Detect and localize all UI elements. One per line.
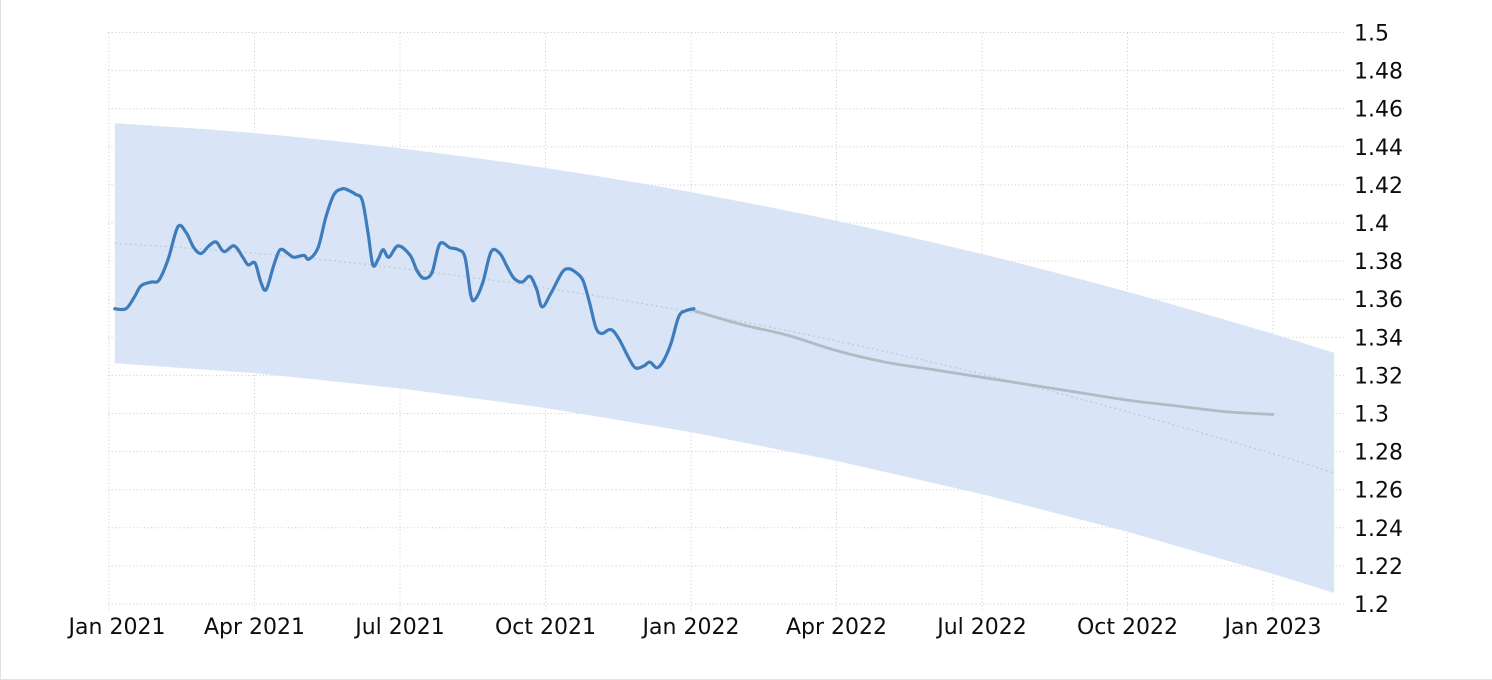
confidence-band: [115, 123, 1334, 593]
x-tick-label: Oct 2022: [1077, 615, 1178, 640]
x-tick-label: Apr 2021: [204, 615, 305, 640]
y-tick-label: 1.5: [1354, 22, 1389, 47]
y-tick-label: 1.34: [1354, 326, 1403, 351]
y-tick-label: 1.46: [1354, 98, 1403, 123]
y-tick-label: 1.38: [1354, 250, 1403, 275]
y-tick-label: 1.26: [1354, 479, 1403, 504]
x-tick-label: Jan 2021: [67, 615, 166, 640]
y-tick-label: 1.36: [1354, 288, 1403, 313]
y-tick-label: 1.22: [1354, 555, 1403, 580]
y-tick-label: 1.3: [1354, 403, 1389, 428]
x-tick-label: Jan 2023: [1223, 615, 1322, 640]
y-tick-label: 1.44: [1354, 136, 1403, 161]
x-tick-label: Jul 2022: [935, 615, 1027, 640]
y-tick-label: 1.48: [1354, 60, 1403, 85]
y-tick-label: 1.28: [1354, 441, 1403, 466]
y-tick-label: 1.4: [1354, 212, 1389, 237]
y-tick-label: 1.24: [1354, 517, 1403, 542]
x-tick-label: Oct 2021: [495, 615, 596, 640]
y-tick-label: 1.32: [1354, 364, 1403, 389]
x-tick-label: Jan 2022: [641, 615, 740, 640]
forecast-chart-page: 1.5 1.48 1.46 1.44 1.42 1.4 1.38 1.36 1.34 1.32 1.…: [0, 0, 1492, 680]
x-tick-label: Jul 2021: [353, 615, 445, 640]
y-tick-label: 1.2: [1354, 593, 1389, 618]
x-tick-label: Apr 2022: [786, 615, 887, 640]
y-tick-label: 1.42: [1354, 174, 1403, 199]
forecast-chart: 1.5 1.48 1.46 1.44 1.42 1.4 1.38 1.36 1.34 1.32 1.…: [1, 0, 1492, 680]
